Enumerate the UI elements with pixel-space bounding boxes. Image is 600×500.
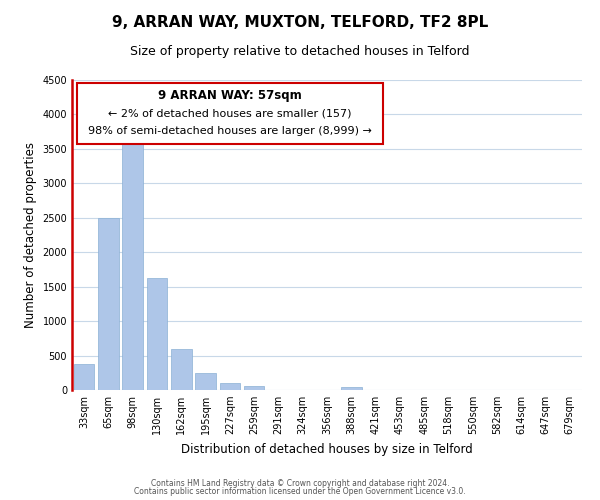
FancyBboxPatch shape	[77, 83, 383, 144]
Text: 9, ARRAN WAY, MUXTON, TELFORD, TF2 8PL: 9, ARRAN WAY, MUXTON, TELFORD, TF2 8PL	[112, 15, 488, 30]
Bar	[341, 386, 362, 390]
Bar	[74, 364, 94, 390]
Text: ← 2% of detached houses are smaller (157): ← 2% of detached houses are smaller (157…	[109, 108, 352, 118]
Text: 9 ARRAN WAY: 57sqm: 9 ARRAN WAY: 57sqm	[158, 88, 302, 102]
Text: Size of property relative to detached houses in Telford: Size of property relative to detached ho…	[130, 45, 470, 58]
Text: Contains HM Land Registry data © Crown copyright and database right 2024.: Contains HM Land Registry data © Crown c…	[151, 478, 449, 488]
Bar	[98, 218, 119, 390]
Bar	[146, 278, 167, 390]
Bar	[122, 135, 143, 390]
X-axis label: Distribution of detached houses by size in Telford: Distribution of detached houses by size …	[181, 442, 473, 456]
Bar	[171, 348, 191, 390]
Bar	[195, 374, 216, 390]
Bar	[220, 383, 240, 390]
Bar	[244, 386, 265, 390]
Y-axis label: Number of detached properties: Number of detached properties	[24, 142, 37, 328]
Text: 98% of semi-detached houses are larger (8,999) →: 98% of semi-detached houses are larger (…	[88, 126, 372, 136]
Text: Contains public sector information licensed under the Open Government Licence v3: Contains public sector information licen…	[134, 487, 466, 496]
